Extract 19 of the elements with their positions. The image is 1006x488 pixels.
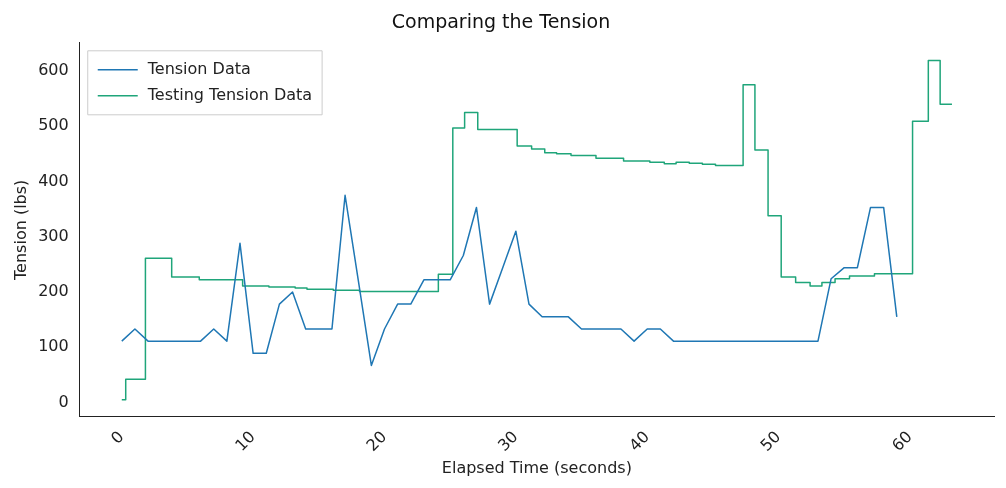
- y-tick-label: 500: [38, 115, 69, 135]
- y-axis-title: Tension (lbs): [10, 179, 30, 281]
- chart-title: Comparing the Tension: [391, 10, 611, 33]
- y-tick-label: 300: [38, 225, 69, 245]
- x-tick-label: 40: [625, 426, 653, 455]
- legend-label: Testing Tension Data: [146, 84, 313, 104]
- y-tick-label: 400: [38, 170, 69, 190]
- x-tick-label: 0: [106, 426, 128, 448]
- x-tick-label: 50: [756, 426, 785, 455]
- x-axis-title: Elapsed Time (seconds): [441, 457, 632, 477]
- x-tick-label: 20: [362, 426, 391, 455]
- x-tick-label: 10: [231, 426, 259, 455]
- x-tick-label: 30: [493, 426, 522, 455]
- y-tick-label: 200: [38, 281, 69, 301]
- y-tick-label: 0: [58, 391, 69, 411]
- legend-label: Tension Data: [146, 58, 251, 78]
- x-tick-label: 60: [887, 426, 916, 455]
- y-tick-label: 600: [38, 60, 69, 80]
- y-tick-label: 100: [38, 336, 69, 356]
